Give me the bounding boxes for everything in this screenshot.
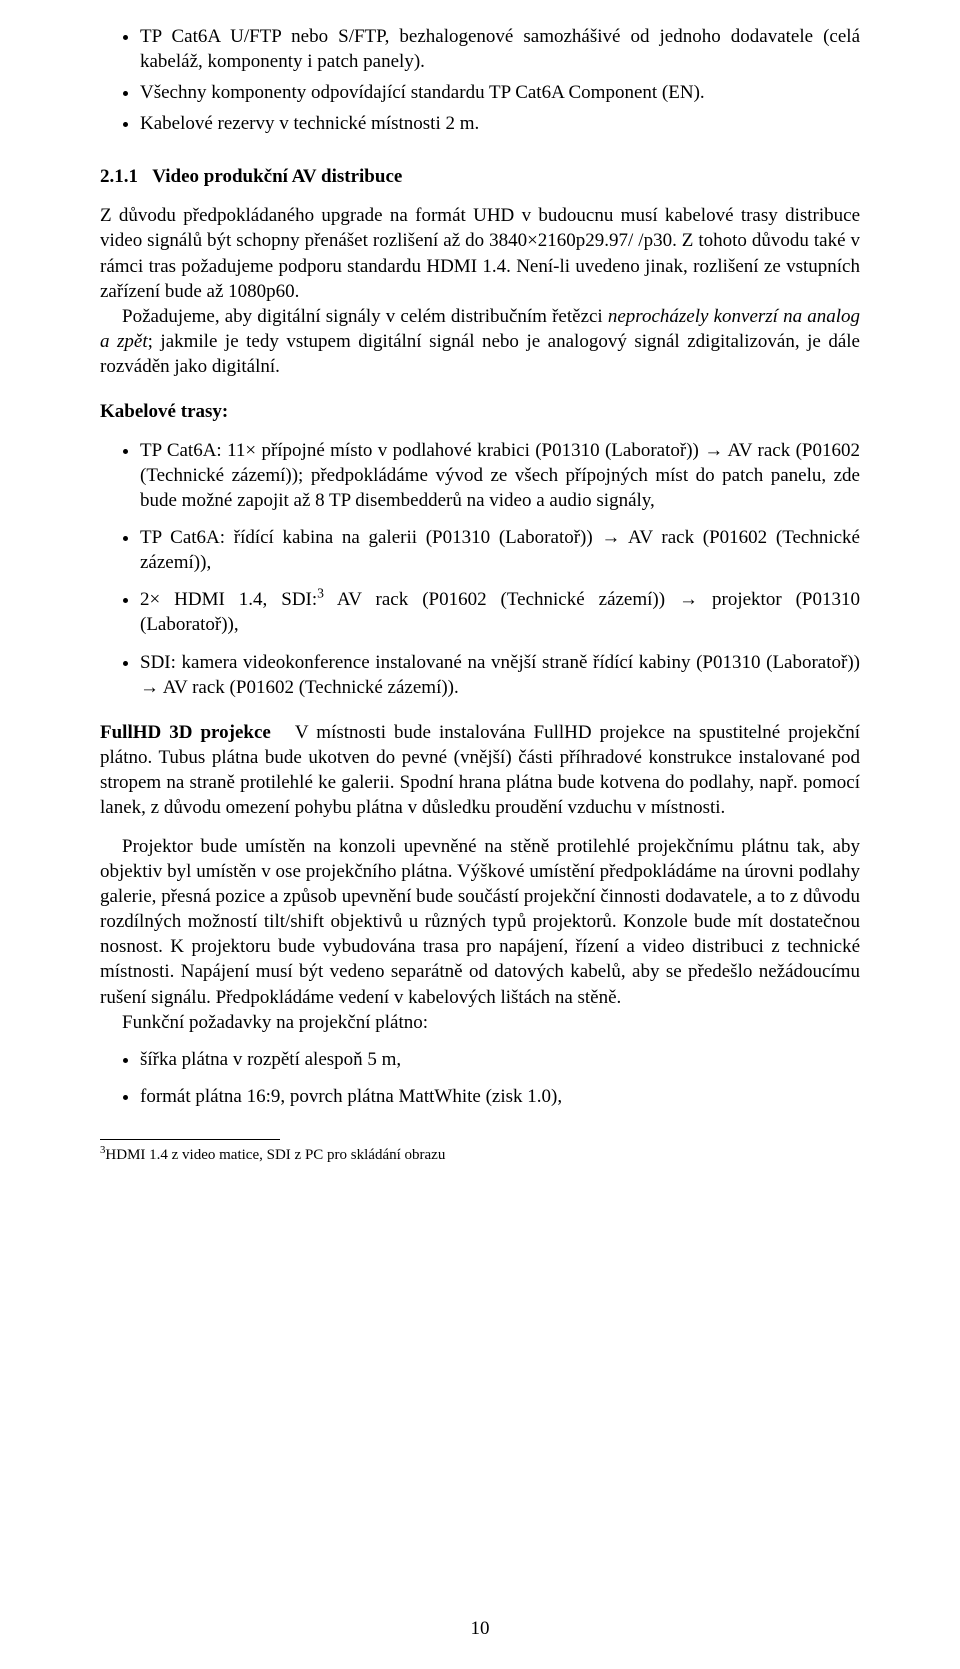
list-item: formát plátna 16:9, povrch plátna MattWh… bbox=[140, 1084, 860, 1109]
subheading: Kabelové trasy: bbox=[100, 401, 228, 422]
section-heading: 2.1.1 Video produkční AV distribuce bbox=[100, 164, 860, 189]
list-item: SDI: kamera videokonference instalované … bbox=[140, 650, 860, 700]
list-item: TP Cat6A U/FTP nebo S/FTP, bezhalogenové… bbox=[140, 24, 860, 74]
list-item: TP Cat6A: řídící kabina na galerii (P013… bbox=[140, 525, 860, 575]
footnote-text: HDMI 1.4 z video matice, SDI z PC pro sk… bbox=[105, 1147, 445, 1163]
text-run: 2× HDMI 1.4, SDI: bbox=[140, 589, 317, 610]
kabelove-heading: Kabelové trasy: bbox=[100, 399, 860, 424]
section-title: Video produkční AV distribuce bbox=[152, 166, 402, 187]
footnote-rule bbox=[100, 1139, 280, 1140]
footnote-ref: 3 bbox=[317, 586, 324, 601]
text-run: ; jakmile je tedy vstupem digitální sign… bbox=[100, 331, 860, 377]
fullhd-paragraph-3: Funkční požadavky na projekční plátno: bbox=[100, 1010, 860, 1035]
list-item: 2× HDMI 1.4, SDI:3 AV rack (P01602 (Tech… bbox=[140, 587, 860, 637]
intro-paragraph-2: Požadujeme, aby digitální signály v celé… bbox=[100, 304, 860, 379]
section-number: 2.1.1 bbox=[100, 166, 138, 187]
intro-paragraph-1: Z důvodu předpokládaného upgrade na form… bbox=[100, 203, 860, 303]
fullhd-paragraph-2: Projektor bude umístěn na konzoli upevně… bbox=[100, 834, 860, 1010]
text-run: Požadujeme, aby digitální signály v celé… bbox=[122, 306, 608, 327]
kabelove-bullet-list: TP Cat6A: 11× přípojné místo v podlahové… bbox=[100, 438, 860, 700]
list-item: Všechny komponenty odpovídající standard… bbox=[140, 80, 860, 105]
footnote: 3HDMI 1.4 z video matice, SDI z PC pro s… bbox=[100, 1146, 860, 1166]
list-item: TP Cat6A: 11× přípojné místo v podlahové… bbox=[140, 438, 860, 513]
top-bullet-list: TP Cat6A U/FTP nebo S/FTP, bezhalogenové… bbox=[100, 24, 860, 136]
bottom-bullet-list: šířka plátna v rozpětí alespoň 5 m, form… bbox=[100, 1047, 860, 1109]
fullhd-paragraph-1: FullHD 3D projekce V místnosti bude inst… bbox=[100, 720, 860, 820]
list-item: Kabelové rezervy v technické místnosti 2… bbox=[140, 111, 860, 136]
page-number: 10 bbox=[0, 1616, 960, 1641]
list-item: šířka plátna v rozpětí alespoň 5 m, bbox=[140, 1047, 860, 1072]
page: TP Cat6A U/FTP nebo S/FTP, bezhalogenové… bbox=[0, 0, 960, 1669]
run-in-heading: FullHD 3D projekce bbox=[100, 722, 271, 743]
